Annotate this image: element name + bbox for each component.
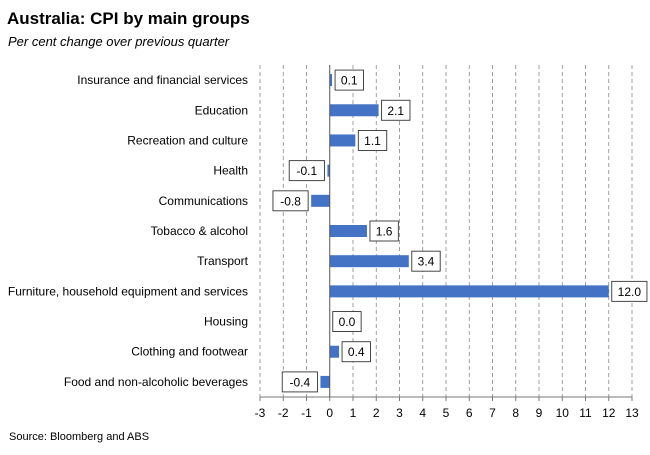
bar (327, 164, 330, 177)
data-label: 2.1 (387, 104, 404, 118)
x-tick-label: 10 (556, 406, 570, 420)
x-tick-label: 12 (602, 406, 616, 420)
data-label-box (381, 99, 411, 121)
data-label: -0.8 (280, 194, 301, 208)
category-label: Communications (159, 194, 248, 208)
category-label: Housing (204, 315, 248, 329)
category-label: Insurance and financial services (77, 73, 248, 87)
x-tick-label: -2 (278, 406, 289, 420)
data-label: 0.0 (339, 315, 356, 329)
x-tick-label: 1 (350, 406, 357, 420)
chart-subtitle: Per cent change over previous quarter (8, 34, 230, 49)
x-tick-label: 13 (625, 406, 639, 420)
bar (329, 74, 333, 87)
x-tick-label: 3 (396, 406, 403, 420)
data-label: 1.1 (364, 134, 381, 148)
x-tick-label: 0 (326, 406, 333, 420)
x-tick-label: -3 (255, 406, 266, 420)
x-axis: -3 -2 -1 0 1 2 3 4 5 6 7 8 9 10 11 12 13 (255, 65, 639, 420)
data-label-box (411, 250, 441, 272)
category-label: Transport (197, 254, 249, 268)
category-label: Health (213, 164, 248, 178)
bar (329, 255, 409, 268)
x-tick-label: 2 (373, 406, 380, 420)
bar (329, 134, 356, 147)
category-label: Recreation and culture (127, 133, 248, 147)
bar (320, 375, 330, 388)
data-label: 0.4 (348, 345, 365, 359)
category-label: Food and non-alcoholic beverages (64, 375, 248, 389)
data-label-box (288, 160, 325, 182)
bar (329, 285, 609, 298)
bar (329, 104, 379, 117)
data-label: 12.0 (618, 285, 642, 299)
x-tick-label: 5 (443, 406, 450, 420)
data-label: -0.1 (296, 164, 317, 178)
data-label: 0.1 (341, 74, 358, 88)
bar (329, 345, 340, 358)
data-label-box (332, 311, 362, 332)
data-label: 3.4 (418, 255, 435, 269)
x-tick-label: 11 (579, 406, 592, 420)
category-label: Education (195, 103, 248, 117)
data-labels: 0.1 2.1 1.1 -0.1 -0.8 1.6 3.4 12.0 0.0 0.4 -0.4 (272, 69, 648, 393)
source-note: Source: Bloomberg and ABS (9, 431, 150, 443)
chart-title: Australia: CPI by main groups (7, 9, 250, 28)
x-tick-label: -1 (301, 406, 312, 420)
category-label: Clothing and footwear (131, 345, 248, 359)
data-label-box (272, 190, 309, 212)
x-tick-label: 7 (489, 406, 496, 420)
data-label: -0.4 (290, 375, 311, 389)
data-label-box (334, 69, 364, 91)
x-tick-label: 6 (466, 406, 473, 420)
category-label: Tobacco & alcohol (151, 224, 248, 238)
data-label-box (341, 341, 371, 363)
data-label-box (369, 220, 399, 242)
x-tick-label: 9 (536, 406, 543, 420)
category-label: Furniture, household equipment and servi… (8, 284, 248, 298)
category-labels: Insurance and financial services Educatio… (8, 73, 249, 389)
bar (329, 225, 367, 237)
x-tick-label: 8 (512, 406, 519, 420)
data-label: 1.6 (376, 225, 393, 239)
data-label-box (611, 280, 648, 302)
grid-lines (259, 65, 633, 397)
x-tick-label: 4 (419, 406, 426, 420)
bar (311, 194, 330, 207)
bars (311, 74, 609, 388)
data-label-box (281, 371, 318, 393)
data-label-box (357, 130, 388, 151)
